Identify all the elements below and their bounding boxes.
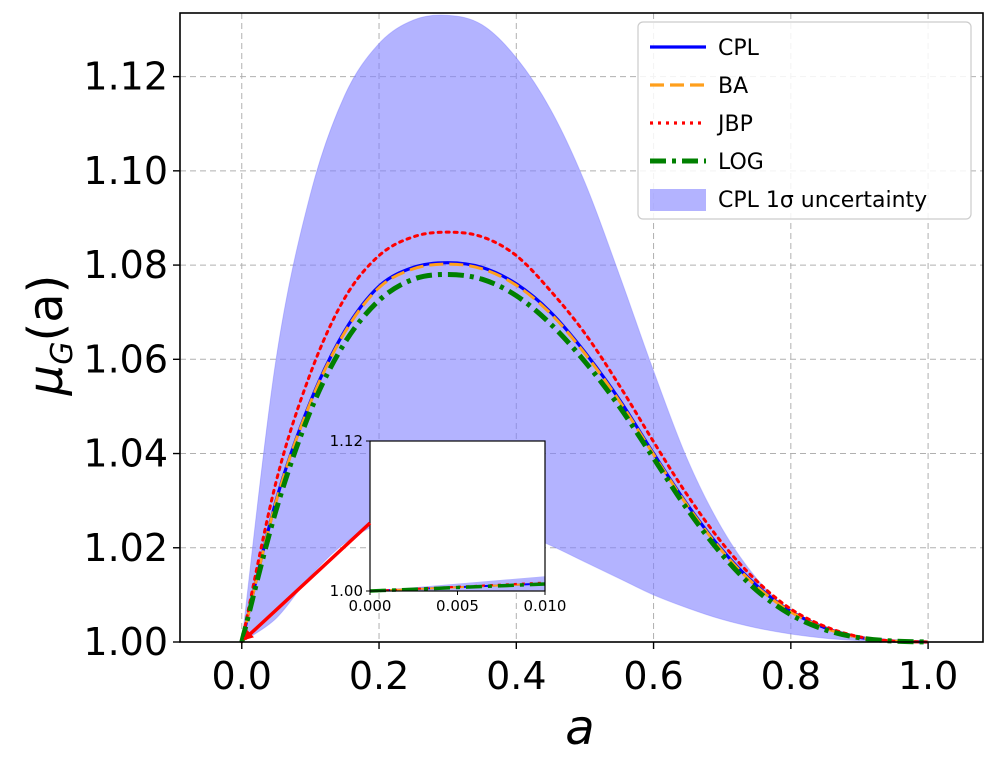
y-tick-label: 1.02 — [83, 526, 168, 570]
legend-item: LOG — [650, 150, 764, 175]
y-tick-label: 1.00 — [83, 620, 168, 664]
legend-item: CPL 1σ uncertainty — [650, 188, 927, 213]
y-tick-label: 1.06 — [83, 337, 168, 381]
y-axis-label-sub: G — [45, 342, 80, 365]
series-line-jbp — [240, 230, 930, 644]
legend-label: CPL 1σ uncertainty — [718, 188, 927, 213]
y-tick-label: 1.10 — [83, 149, 168, 193]
y-axis-label-main: μ — [18, 365, 74, 397]
x-tick-label: 1.0 — [898, 654, 958, 698]
legend-box — [637, 21, 972, 220]
x-tick-label: 0.6 — [623, 654, 683, 698]
annotation-layer — [243, 521, 372, 641]
inset-y-tick-label: 1.00 — [330, 582, 363, 600]
legend-item: JBP — [650, 112, 753, 137]
inset-series-line-jbp — [369, 581, 546, 592]
x-tick-label: 0.8 — [761, 654, 821, 698]
y-axis-label: μG(a) — [18, 275, 80, 397]
legend: CPL BA JBP LOG CPL 1σ uncertainty — [637, 21, 972, 220]
x-tick-label: 0.2 — [349, 654, 409, 698]
legend-label: JBP — [716, 112, 753, 137]
tick-layer: 0.0 0.2 0.4 0.6 0.8 1.0 1.00 1.02 1.04 1.06 1.08 1.… — [83, 55, 958, 698]
y-tick-label: 1.04 — [83, 432, 168, 476]
legend-swatch-band — [650, 189, 706, 211]
inset-x-tick-label: 0.005 — [436, 597, 479, 615]
axes-frame — [179, 12, 984, 643]
legend-label: BA — [718, 74, 748, 99]
x-axis-label: a — [565, 700, 594, 756]
inset-y-tick-label: 1.12 — [330, 432, 363, 450]
inset-plot: 0.000 0.005 0.010 1.00 1.12 — [330, 432, 567, 615]
y-axis-label-arg: (a) — [18, 275, 74, 342]
y-tick-label: 1.12 — [83, 55, 168, 99]
series-layer — [239, 230, 930, 645]
legend-label: LOG — [718, 150, 764, 175]
inset-x-tick-label: 0.000 — [349, 597, 392, 615]
inset-series-line-log — [369, 582, 546, 593]
zoom-arrow — [243, 521, 372, 641]
inset-background — [370, 441, 545, 591]
x-tick-label: 0.0 — [212, 654, 272, 698]
inset-x-tick-label: 0.010 — [524, 597, 567, 615]
x-tick-label: 0.4 — [486, 654, 546, 698]
series-line-log — [239, 271, 929, 645]
legend-label: CPL — [718, 36, 760, 61]
y-tick-label: 1.08 — [83, 243, 168, 287]
legend-item: CPL — [650, 36, 760, 61]
legend-item: BA — [650, 74, 748, 99]
